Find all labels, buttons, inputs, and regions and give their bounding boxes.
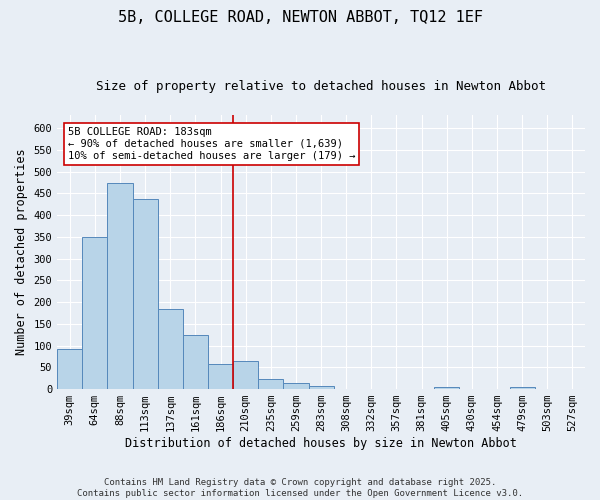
Bar bbox=[509, 388, 535, 389]
Bar bbox=[208, 364, 233, 389]
Bar bbox=[233, 361, 258, 389]
Bar bbox=[133, 198, 158, 389]
Bar bbox=[283, 384, 308, 389]
Y-axis label: Number of detached properties: Number of detached properties bbox=[15, 148, 28, 356]
Text: Contains HM Land Registry data © Crown copyright and database right 2025.
Contai: Contains HM Land Registry data © Crown c… bbox=[77, 478, 523, 498]
Bar bbox=[107, 184, 133, 389]
Bar bbox=[158, 310, 183, 389]
Text: 5B, COLLEGE ROAD, NEWTON ABBOT, TQ12 1EF: 5B, COLLEGE ROAD, NEWTON ABBOT, TQ12 1EF bbox=[118, 10, 482, 25]
Bar bbox=[82, 237, 107, 389]
Bar bbox=[308, 386, 334, 389]
Text: 5B COLLEGE ROAD: 183sqm
← 90% of detached houses are smaller (1,639)
10% of semi: 5B COLLEGE ROAD: 183sqm ← 90% of detache… bbox=[68, 128, 355, 160]
X-axis label: Distribution of detached houses by size in Newton Abbot: Distribution of detached houses by size … bbox=[125, 437, 517, 450]
Bar bbox=[434, 387, 460, 389]
Bar bbox=[183, 334, 208, 389]
Title: Size of property relative to detached houses in Newton Abbot: Size of property relative to detached ho… bbox=[96, 80, 546, 93]
Bar bbox=[258, 379, 283, 389]
Bar bbox=[57, 348, 82, 389]
